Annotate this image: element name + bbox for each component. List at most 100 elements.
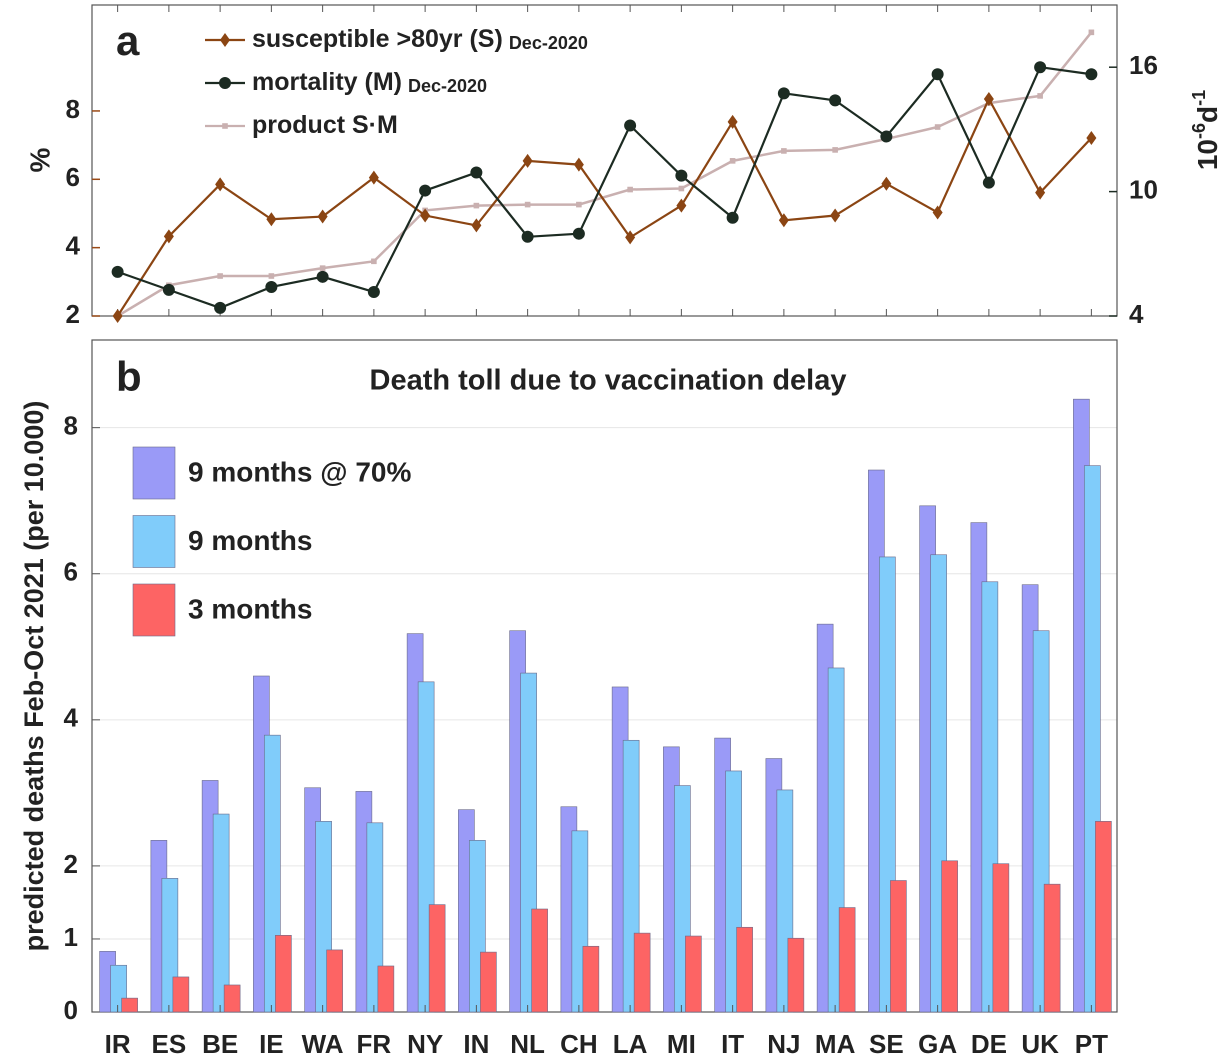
marker: [371, 258, 377, 265]
marker: [420, 208, 431, 223]
bar: [121, 997, 138, 1013]
y-tick-label: 2: [66, 299, 80, 329]
marker: [522, 153, 533, 168]
x-tick-label: UK: [1021, 1029, 1059, 1059]
marker: [932, 205, 943, 220]
y-axis-label: predicted deaths Feb-Oct 2021 (per 10.00…: [19, 401, 49, 952]
marker: [471, 218, 482, 233]
bar: [531, 908, 548, 1013]
x-tick-label: MA: [815, 1029, 856, 1059]
legend-label: 9 months @ 70%: [188, 456, 411, 487]
series-line: [117, 65, 1092, 310]
y-tick-label: 0: [64, 995, 78, 1025]
x-tick-label: IN: [463, 1029, 489, 1059]
legend-label: mortality (M) Dec-2020: [252, 68, 487, 96]
x-tick-label: SE: [869, 1029, 904, 1059]
marker: [1085, 68, 1098, 81]
legend-name: product S·M: [252, 111, 398, 139]
y2-tick-label: 4: [1129, 299, 1144, 329]
marker: [829, 94, 842, 107]
legend-name: mortality (M): [252, 68, 402, 96]
bar: [787, 937, 805, 1013]
marker: [215, 177, 226, 192]
series-line: [116, 96, 1093, 317]
x-tick-label: IE: [259, 1029, 284, 1059]
marker: [521, 230, 534, 243]
marker: [1086, 130, 1097, 145]
legend-note: Dec-2020: [408, 76, 487, 96]
bar: [172, 976, 190, 1013]
bar: [838, 907, 856, 1013]
x-tick-label: IR: [105, 1029, 131, 1059]
marker: [573, 157, 584, 172]
x-tick-label: CH: [560, 1029, 598, 1059]
legend-label: susceptible >80yr (S) Dec-2020: [252, 25, 588, 53]
bar: [736, 926, 753, 1013]
y2-label-exp: -6: [1189, 123, 1209, 139]
bar: [1043, 883, 1061, 1013]
y-axis-label: %: [24, 147, 55, 172]
marker: [627, 186, 633, 193]
marker: [368, 170, 379, 185]
x-tick-label: WA: [302, 1029, 344, 1059]
marker: [470, 166, 483, 179]
y-tick-label: 8: [64, 411, 78, 441]
bar: [480, 951, 497, 1013]
bar: [223, 984, 241, 1013]
marker: [729, 158, 736, 164]
x-tick-label: FR: [357, 1029, 392, 1059]
x-tick-label: BE: [202, 1029, 238, 1059]
y2-label-base: 10: [1192, 139, 1223, 170]
marker: [219, 77, 231, 89]
bar: [633, 932, 651, 1013]
y2-label-unit: d: [1192, 106, 1223, 123]
marker: [112, 309, 123, 323]
y-tick-label: 1: [64, 922, 78, 952]
y2-label-exp: -1: [1189, 90, 1209, 106]
bar: [890, 880, 907, 1013]
x-tick-label: MI: [667, 1029, 696, 1059]
marker: [266, 212, 277, 227]
plot-frame: [91, 339, 1118, 1013]
series-line: [116, 31, 1093, 318]
marker: [111, 265, 124, 278]
y-tick-label: 8: [66, 94, 80, 124]
bar: [428, 904, 446, 1013]
x-tick-label: PT: [1075, 1029, 1108, 1059]
marker: [1035, 185, 1046, 200]
x-tick-label: IT: [721, 1029, 744, 1059]
marker: [778, 213, 789, 228]
marker: [163, 229, 174, 244]
bar: [582, 945, 600, 1013]
marker: [983, 91, 994, 106]
x-tick-label: GA: [918, 1029, 957, 1059]
marker: [880, 130, 893, 143]
bar: [275, 935, 292, 1013]
marker: [576, 201, 582, 208]
marker: [419, 184, 432, 197]
x-tick-label: ES: [152, 1029, 187, 1059]
legend-label: 9 months: [188, 525, 312, 556]
y-tick-label: 4: [64, 703, 79, 733]
x-tick-label: NJ: [767, 1029, 800, 1059]
legend-swatch: [132, 515, 176, 568]
marker: [832, 147, 838, 153]
legend-note: Dec-2020: [509, 33, 588, 53]
bar: [992, 863, 1010, 1013]
marker: [214, 301, 227, 314]
y2-axis-label: 10-6d-1: [1189, 90, 1224, 170]
marker: [265, 280, 278, 293]
panel-label: a: [116, 17, 140, 64]
bar: [212, 813, 230, 1013]
y-tick-label: 6: [66, 162, 80, 192]
bar: [326, 949, 343, 1013]
marker: [982, 176, 995, 189]
bar: [1095, 821, 1112, 1013]
marker: [777, 87, 790, 100]
marker: [727, 114, 738, 129]
plot-frame: [91, 4, 1118, 317]
marker: [220, 33, 230, 47]
x-tick-label: DE: [971, 1029, 1007, 1059]
bar: [366, 822, 384, 1013]
